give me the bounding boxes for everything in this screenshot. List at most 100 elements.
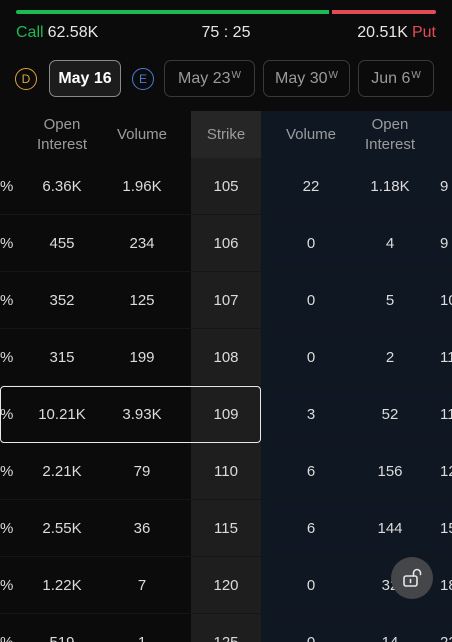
call-volume-cell: 7 [137,577,147,594]
put-open-interest-cell: 2 [385,349,395,366]
weekly-marker: W [411,70,421,81]
call-open-interest-cell: 2.55K [42,520,82,537]
call-volume-cell: 79 [133,463,151,480]
put-open-interest-cell: 14 [350,614,430,642]
call-open-interest-cell: 2.21K [42,463,82,480]
strike-cell: 107 [213,292,239,309]
call-open-interest-cell: 10.21K [38,406,86,423]
put-clipped-cell: 9 [440,178,449,195]
strike-cell: 110 [214,463,238,480]
expiry-chip-may-30[interactable]: May 30 W [263,60,350,97]
row-divider [0,271,452,272]
call-ratio-fill [16,10,329,14]
table-row[interactable]: % 352 125 107 0 5 10 [0,272,452,329]
call-volume-cell: 1 [102,614,182,642]
call-put-ratio: 75 : 25 [201,24,251,41]
put-volume-cell: 0 [271,614,351,642]
call-label: Call [16,24,44,41]
call-percent-cell: % [0,406,14,423]
strike-cell: 109 [213,406,239,423]
expiry-chip-may-23[interactable]: May 23 W [164,60,255,97]
call-percent-cell: % [0,235,14,252]
weekly-marker: W [328,70,338,81]
put-clipped-cell: 9 [440,235,449,252]
put-clipped-cell: 15 [440,520,452,537]
strike-cell: 125 [191,614,261,642]
strike-cell: 115 [214,520,238,537]
put-volume-cell: 0 [306,577,316,594]
call-volume-cell: 3.93K [122,406,162,423]
call-percent-cell: % [0,520,14,537]
row-divider [0,328,452,329]
strike-cell: 108 [213,349,239,366]
row-divider [0,499,452,500]
strike-cell: 120 [213,577,239,594]
call-open-interest-cell: 1.22K [42,577,82,594]
put-clipped-cell: 11 [440,349,452,366]
table-row[interactable]: % 315 199 108 0 2 11 [0,329,452,386]
header-call-open-interest[interactable]: Open Interest [36,115,88,153]
call-open-interest-cell: 6.36K [42,178,82,195]
header-strike[interactable]: Strike [191,111,261,158]
put-volume-cell: 0 [306,292,316,309]
expiry-label: May 16 [58,69,112,87]
unlock-button[interactable] [391,557,433,599]
put-open-interest-cell: 144 [377,520,403,537]
header-put-open-interest[interactable]: Open Interest [364,115,416,153]
table-row[interactable]: % 455 234 106 0 4 9 [0,215,452,272]
call-volume-cell: 1.96K [122,178,162,195]
header-call-volume[interactable]: Volume [116,125,168,143]
put-open-interest-cell: 5 [385,292,395,309]
call-volume-cell: 199 [129,349,155,366]
call-percent-cell: % [0,292,14,309]
daily-badge-icon: D [15,68,37,90]
call-volume-cell: 234 [129,235,155,252]
call-put-summary: Call 62.58K 75 : 25 20.51K Put [16,24,436,44]
put-volume-cell: 3 [306,406,316,423]
put-volume-cell: 0 [306,235,316,252]
expiry-label: Jun 6 [371,69,411,87]
call-open-interest-cell: 352 [49,292,75,309]
put-clipped-cell: 18 [440,577,452,594]
table-row[interactable]: % 5191 125 014 22 [0,614,452,642]
row-divider [0,613,452,614]
put-open-interest-cell: 52 [381,406,399,423]
put-open-interest-cell: 156 [377,463,403,480]
call-percent-cell: % [0,178,14,195]
table-header: Open Interest Volume Strike Volume Open … [0,111,452,158]
row-divider [0,214,452,215]
selected-strike-highlight [0,386,261,443]
table-row[interactable]: % 10.21K 3.93K 109 3 52 11 [0,386,452,443]
call-total: 62.58K [47,24,99,41]
row-divider [0,385,452,386]
put-open-interest-cell: 1.18K [370,178,410,195]
call-put-ratio-bar [16,10,436,14]
put-clipped-cell: 10 [440,292,452,309]
call-open-interest-cell: 315 [49,349,75,366]
table-row[interactable]: % 6.36K 1.96K 105 22 1.18K 9 [0,158,452,215]
call-percent-cell: % [0,349,14,366]
put-volume-cell: 0 [306,349,316,366]
weekly-marker: W [231,70,241,81]
put-clipped-cell: 22 [440,614,452,642]
put-ratio-fill [332,10,436,14]
call-volume-cell: 36 [133,520,151,537]
table-row[interactable]: % 2.55K 36 115 6 144 15 [0,500,452,557]
call-percent-cell: % [0,463,14,480]
earnings-badge-icon: E [132,68,154,90]
table-row[interactable]: % 2.21K 79 110 6 156 12 [0,443,452,500]
expiry-label: May 23 [178,69,231,87]
put-volume-cell: 6 [306,520,316,537]
call-percent-cell: % [0,614,14,642]
call-percent-cell: % [0,577,14,594]
table-row[interactable]: %1.22K712003218 [0,557,452,614]
expiry-chip-may-16[interactable]: May 16 [49,60,121,97]
put-label: Put [411,24,436,41]
option-chain-table: Open Interest Volume Strike Volume Open … [0,111,452,642]
call-open-interest-cell: 519 [22,614,102,642]
header-put-volume[interactable]: Volume [285,125,337,143]
expiry-label: May 30 [275,69,328,87]
put-clipped-cell: 12 [440,463,452,480]
